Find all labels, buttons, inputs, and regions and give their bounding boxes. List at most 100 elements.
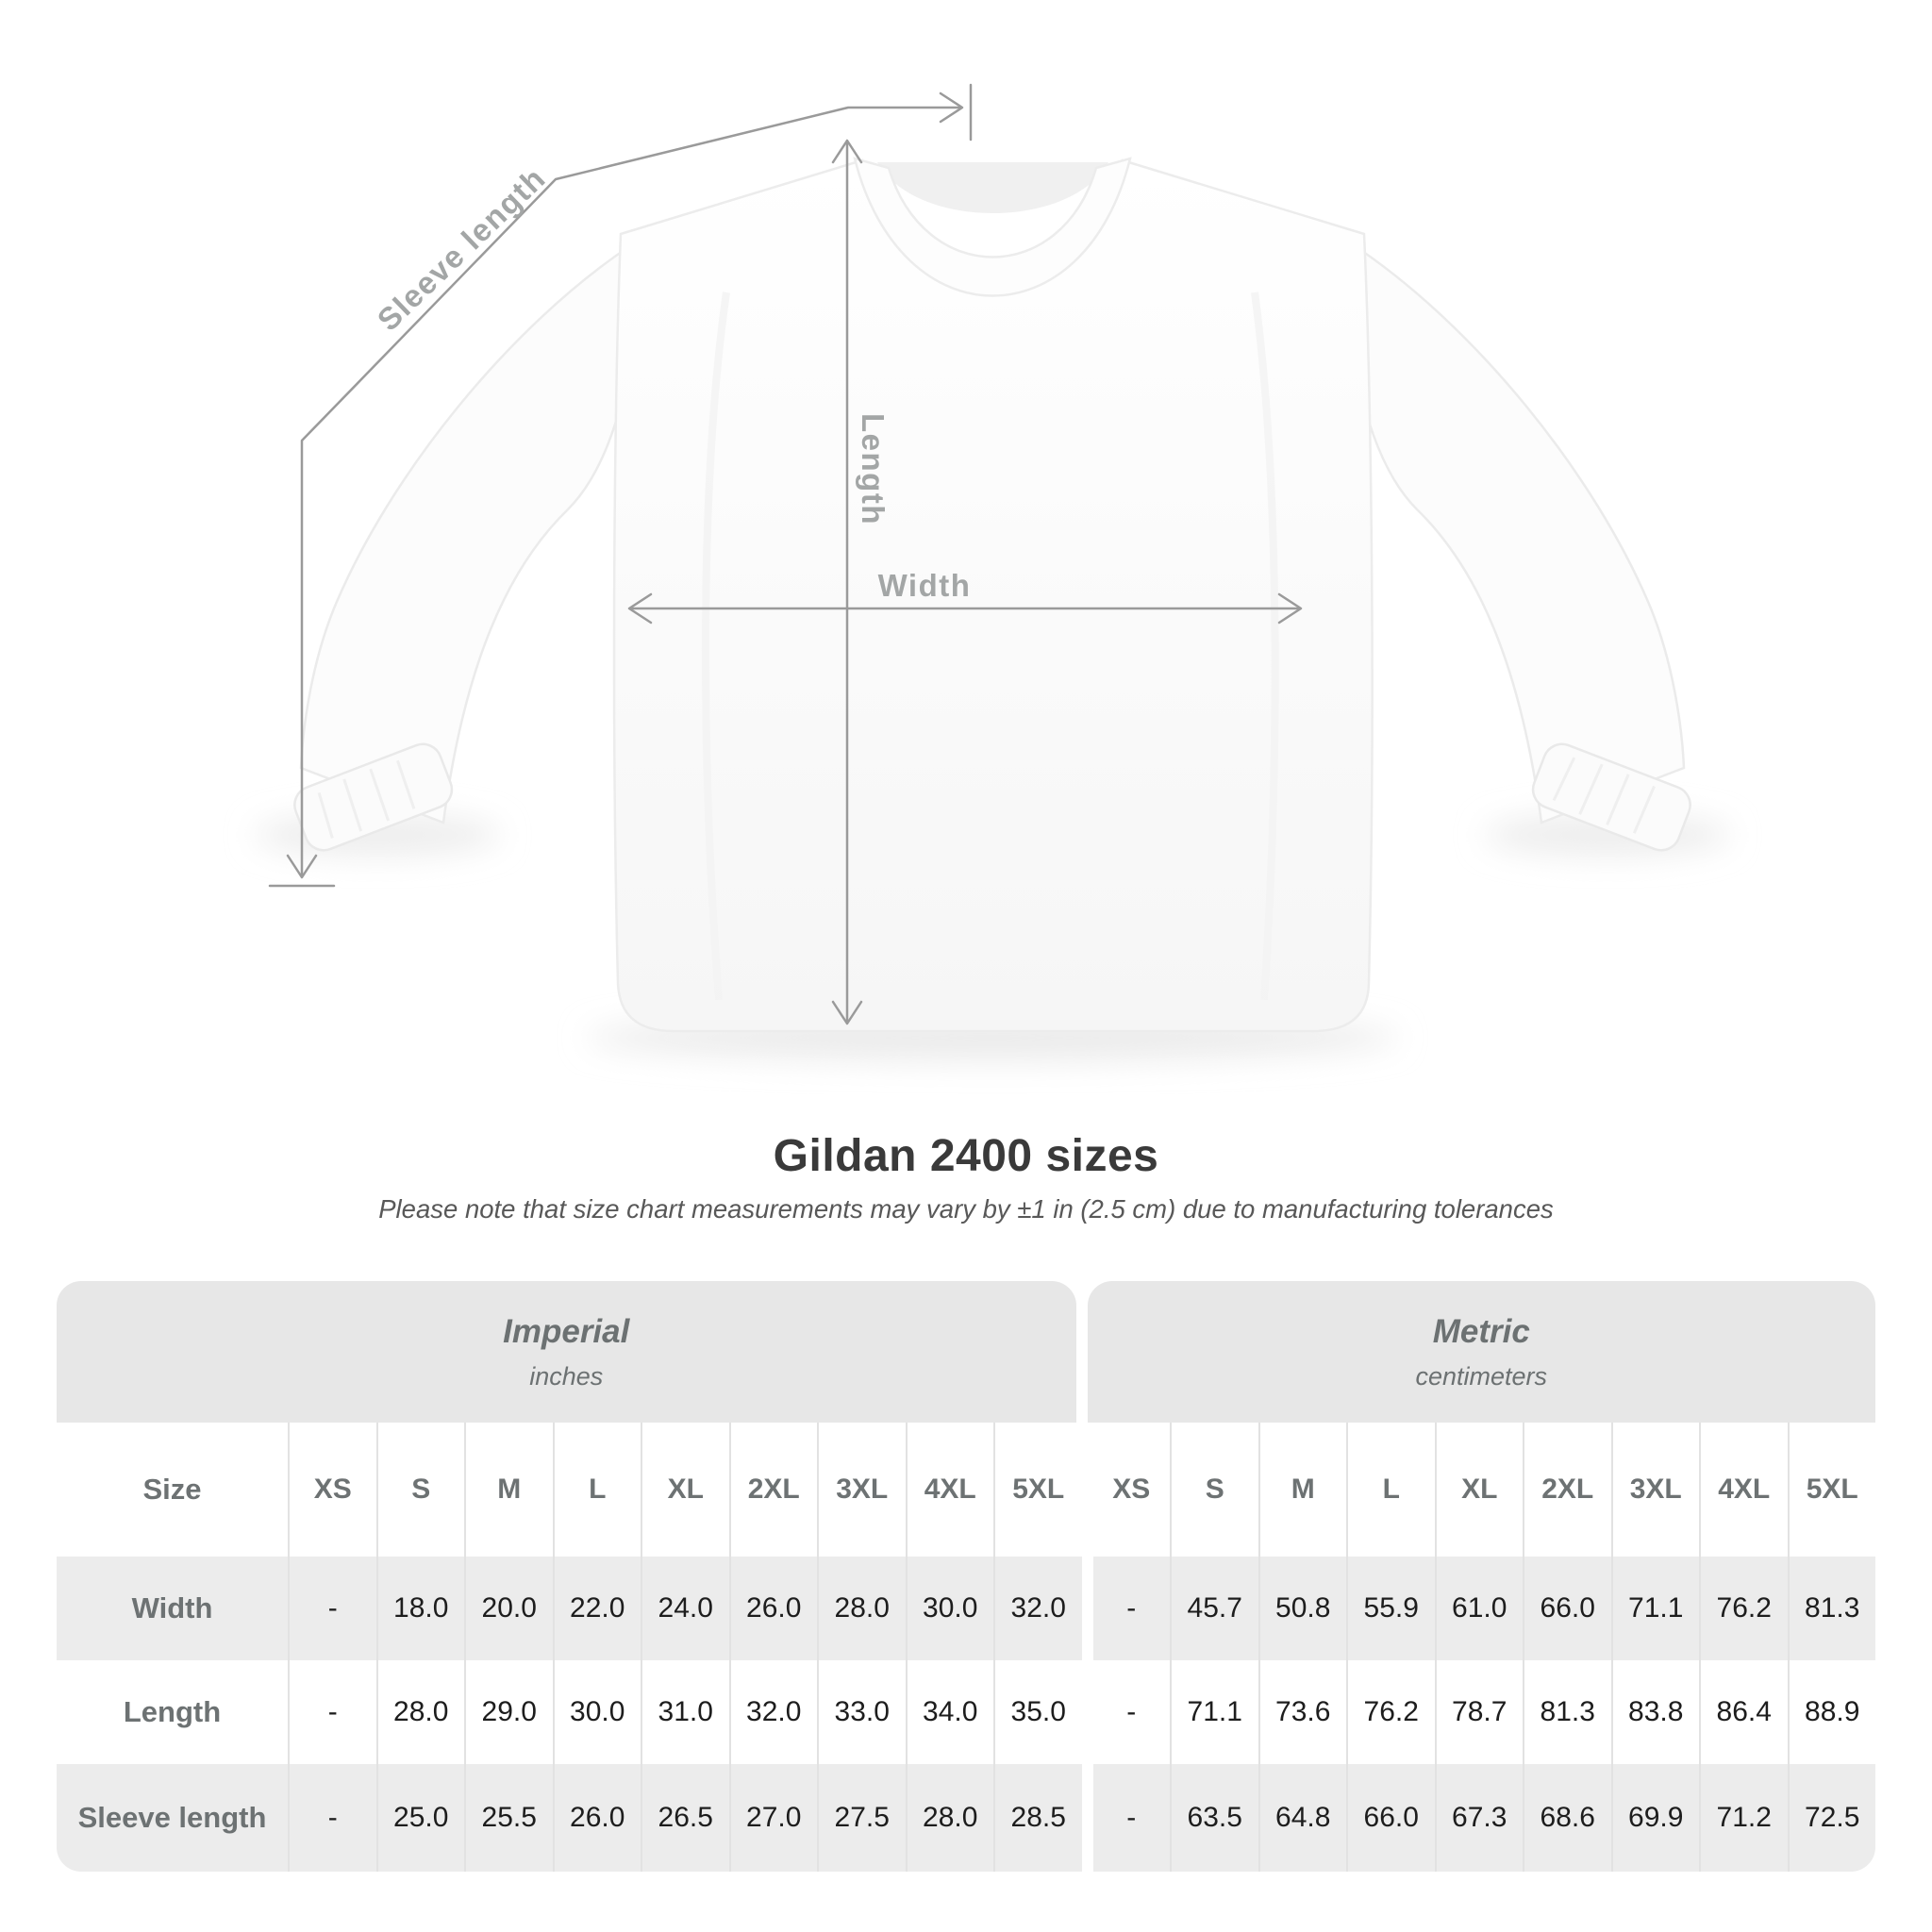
table-cell: - [1081,1764,1171,1872]
table-cell: 73.6 [1257,1660,1347,1764]
table-cell: 50.8 [1257,1557,1347,1660]
table-cell: 68.6 [1523,1764,1611,1872]
shirt-collar-band [853,157,1132,297]
size-col-header: XL [1434,1423,1524,1557]
table-row-width: Width - 18.0 20.0 22.0 24.0 26.0 28.0 30… [57,1557,1875,1660]
table-cell: - [288,1660,376,1764]
size-col-header: M [1257,1423,1347,1557]
table-cell: - [288,1764,376,1872]
table-cell: 88.9 [1787,1660,1876,1764]
table-cell: 26.5 [641,1764,729,1872]
size-col-header: 5XL [993,1423,1082,1557]
table-cell: 30.0 [905,1557,994,1660]
shirt-sleeve-left [299,241,636,824]
table-cell: 35.0 [993,1660,1082,1764]
width-label: Width [878,568,972,603]
table-cell: 72.5 [1787,1764,1876,1872]
size-header-row: Size XS S M L XL 2XL 3XL 4XL 5XL XS S M … [57,1423,1875,1557]
size-col-header: L [552,1423,641,1557]
table-cell: 28.0 [905,1764,994,1872]
shirt-illustration: Sleeve length Length Width [255,83,1730,1060]
unit-band-row: Imperial inches Metric centimeters [57,1281,1875,1423]
table-cell: 25.5 [464,1764,553,1872]
table-cell: 66.0 [1346,1764,1435,1872]
size-table: Imperial inches Metric centimeters Size … [57,1281,1875,1872]
table-cell: 61.0 [1434,1557,1524,1660]
table-cell: 55.9 [1346,1557,1435,1660]
table-cell: 34.0 [905,1660,994,1764]
table-cell: 30.0 [552,1660,641,1764]
size-col-header: XS [1081,1423,1171,1557]
table-cell: 26.0 [728,1557,818,1660]
sleeve-length-label: Sleeve length [371,160,553,338]
length-measure-line [831,139,863,1025]
imperial-band-unit: inches [529,1361,604,1391]
imperial-band: Imperial inches [57,1281,1076,1423]
size-col-header: S [1170,1423,1258,1557]
table-cell: 71.1 [1170,1660,1258,1764]
table-cell: 83.8 [1610,1660,1700,1764]
table-cell: 27.0 [728,1764,818,1872]
table-cell: 22.0 [552,1557,641,1660]
table-cell: 28.0 [817,1557,906,1660]
size-col-header: M [464,1423,553,1557]
sleeve-length-measure-line [268,83,973,888]
size-col-header: 4XL [1699,1423,1788,1557]
size-col-header: 2XL [1523,1423,1611,1557]
size-col-header: 5XL [1787,1423,1876,1557]
size-header-cell: Size [142,1473,202,1506]
size-col-header: L [1346,1423,1435,1557]
shirt-collar-inner [877,162,1108,213]
table-cell: 32.0 [993,1557,1082,1660]
table-cell: 78.7 [1434,1660,1524,1764]
table-cell: 76.2 [1699,1557,1788,1660]
table-row-sleeve-length: Sleeve length - 25.0 25.5 26.0 26.5 27.0… [57,1764,1875,1872]
length-label: Length [856,413,891,525]
metric-band-title: Metric [1432,1312,1530,1350]
measure-lines [268,83,1303,1025]
table-cell: 71.2 [1699,1764,1788,1872]
table-cell: 67.3 [1434,1764,1524,1872]
size-col-header: 3XL [817,1423,906,1557]
size-col-header: XL [641,1423,729,1557]
size-col-header: S [375,1423,465,1557]
table-cell: 66.0 [1523,1557,1611,1660]
size-col-header: 3XL [1610,1423,1700,1557]
table-cell: 24.0 [641,1557,729,1660]
table-cell: 69.9 [1610,1764,1700,1872]
table-cell: 71.1 [1610,1557,1700,1660]
table-cell: - [288,1557,376,1660]
size-col-header: XS [288,1423,376,1557]
row-label: Width [131,1591,213,1624]
table-cell: 63.5 [1170,1764,1258,1872]
table-cell: 27.5 [817,1764,906,1872]
metric-band-unit: centimeters [1415,1361,1548,1391]
table-cell: 28.0 [375,1660,465,1764]
table-row-length: Length - 28.0 29.0 30.0 31.0 32.0 33.0 3… [57,1660,1875,1764]
table-cell: 20.0 [464,1557,553,1660]
page-title: Gildan 2400 sizes [773,1131,1159,1181]
shirt-sleeve-right [1349,241,1686,824]
table-cell: 28.5 [993,1764,1082,1872]
size-col-header: 2XL [728,1423,818,1557]
table-cell: 45.7 [1170,1557,1258,1660]
table-cell: 86.4 [1699,1660,1788,1764]
table-cell: - [1081,1660,1171,1764]
table-cell: 29.0 [464,1660,553,1764]
size-col-header: 4XL [905,1423,994,1557]
table-cell: 33.0 [817,1660,906,1764]
row-label: Length [123,1695,222,1728]
metric-band: Metric centimeters [1087,1281,1875,1423]
tolerance-note: Please note that size chart measurements… [378,1194,1554,1224]
table-cell: 18.0 [375,1557,465,1660]
table-cell: 76.2 [1346,1660,1435,1764]
table-cell: 25.0 [375,1764,465,1872]
table-cell: 26.0 [552,1764,641,1872]
table-cell: 64.8 [1257,1764,1347,1872]
row-label: Sleeve length [77,1801,267,1834]
imperial-band-title: Imperial [503,1312,630,1350]
shirt-cuff-right [1531,742,1691,852]
table-cell: 32.0 [728,1660,818,1764]
table-cell: 81.3 [1787,1557,1876,1660]
table-cell: 81.3 [1523,1660,1611,1764]
